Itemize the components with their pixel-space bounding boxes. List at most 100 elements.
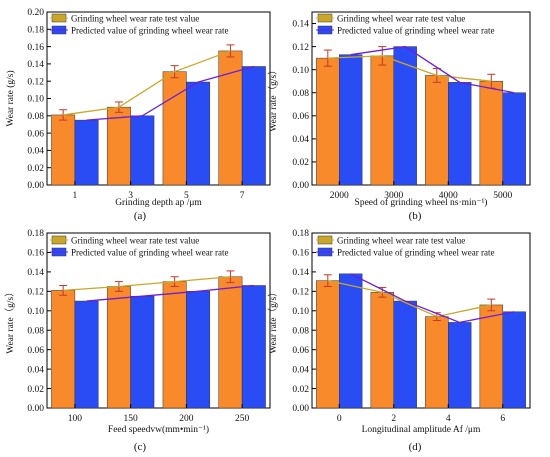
bar-measured <box>316 280 340 409</box>
y-tick-label: 0.08 <box>292 326 309 336</box>
x-axis-label: Feed speedvw(mm•min⁻¹) <box>108 424 209 435</box>
y-tick-label: 0.20 <box>27 8 44 18</box>
bar-measured <box>370 292 394 409</box>
panel-label: (c) <box>134 441 147 453</box>
y-tick-label: 0.02 <box>292 158 309 168</box>
plot-frame <box>311 11 531 186</box>
chart-panel-3: 0.00 0.02 0.04 0.06 0.08 0.10 0.12 0.14 0.16 0.18… <box>4 229 271 453</box>
legend-label-predicted: Predicted value of grinding wheel wear r… <box>71 26 228 36</box>
x-tick-label: 2 <box>391 414 396 424</box>
legend: Grinding wheel wear rate test value Predi… <box>50 14 228 36</box>
y-axis-label: Wear rate（g/s） <box>267 65 279 132</box>
legend-label-predicted: Predicted value of grinding wheel wear r… <box>337 248 494 258</box>
y-tick-label: 0.12 <box>292 43 309 53</box>
bar-measured <box>218 276 243 409</box>
bar-measured <box>370 55 394 186</box>
bar-measured <box>479 304 503 409</box>
bar-predicted <box>448 82 472 186</box>
x-tick-label: 3000 <box>384 191 403 201</box>
y-tick-label: 0.10 <box>27 307 44 317</box>
y-tick-label: 0.06 <box>27 129 44 139</box>
bar-measured <box>162 281 187 409</box>
bar-measured <box>51 290 76 409</box>
x-tick-label: 250 <box>235 414 250 424</box>
y-tick-label: 0.00 <box>292 404 309 414</box>
y-tick-label: 0.04 <box>292 365 309 375</box>
y-tick-label: 0.10 <box>292 307 309 317</box>
y-axis-label: Wear rate（g/s） <box>267 287 279 354</box>
bar-measured <box>162 71 187 186</box>
y-tick-label: 0.14 <box>292 268 309 278</box>
y-tick-label: 0.14 <box>27 268 44 278</box>
legend-label-measured: Grinding wheel wear rate test value <box>71 14 199 24</box>
y-tick-label: 0.12 <box>292 288 309 298</box>
y-tick-label: 0.02 <box>27 385 44 395</box>
y-tick-label: 0.18 <box>292 229 309 239</box>
bar-measured <box>106 286 131 409</box>
y-tick-label: 0.08 <box>27 112 44 122</box>
bar-predicted <box>130 115 155 186</box>
y-tick-label: 0.02 <box>292 385 309 395</box>
y-tick-label: 0.14 <box>292 20 309 30</box>
x-tick-label: 7 <box>240 191 245 201</box>
y-tick-label: 0.16 <box>27 249 44 259</box>
panel-label: (b) <box>409 210 422 222</box>
panel-label: (a) <box>134 210 147 222</box>
bar-predicted <box>130 295 155 409</box>
y-tick-label: 0.16 <box>27 43 44 53</box>
legend-label-measured: Grinding wheel wear rate test value <box>71 236 199 246</box>
x-tick-label: 4000 <box>439 191 458 201</box>
legend: Grinding wheel wear rate test value Predi… <box>50 236 228 258</box>
y-tick-label: 0.12 <box>27 77 44 87</box>
legend-label-predicted: Predicted value of grinding wheel wear r… <box>337 26 494 36</box>
y-tick-label: 0.10 <box>27 95 44 105</box>
y-tick-label: 0.06 <box>292 346 309 356</box>
bar-predicted <box>502 311 526 409</box>
series-line-predicted <box>86 65 255 121</box>
series-line-predicted <box>350 45 515 94</box>
x-tick-label: 2000 <box>330 191 349 201</box>
series-line-measured <box>327 280 492 318</box>
chart-panel-4: 0.00 0.02 0.04 0.06 0.08 0.10 0.12 0.14 0.16 0.18… <box>267 229 531 453</box>
y-tick-label: 0.06 <box>292 112 309 122</box>
x-axis-label: Longitudinal amplitude Af /μm <box>362 424 481 435</box>
series-line-predicted <box>86 284 254 302</box>
bar-predicted <box>339 273 363 409</box>
bar-predicted <box>74 300 99 409</box>
y-tick-label: 0.02 <box>27 164 44 174</box>
x-tick-label: 1 <box>73 191 78 201</box>
y-tick-label: 0.16 <box>292 249 309 259</box>
y-tick-label: 0.12 <box>27 288 44 298</box>
y-tick-label: 0.08 <box>27 326 44 336</box>
x-tick-label: 200 <box>179 414 194 424</box>
x-axis-label: Grinding depth ap /μm <box>115 198 202 208</box>
x-axis-label: Speed of grinding wheel ns·min⁻¹) <box>355 197 488 208</box>
chart-panel-1: 0.00 0.02 0.04 0.06 0.08 0.10 0.12 0.14 0.16 0.18… <box>5 8 271 222</box>
y-tick-label: 0.04 <box>292 135 309 145</box>
x-tick-label: 150 <box>124 414 139 424</box>
y-tick-label: 0.04 <box>27 147 44 157</box>
plot-frame <box>311 232 531 409</box>
x-tick-label: 4 <box>446 414 451 424</box>
bar-predicted <box>339 54 363 186</box>
bar-predicted <box>241 285 266 409</box>
y-tick-label: 0.04 <box>27 365 44 375</box>
bar-measured <box>425 75 449 186</box>
bar-measured <box>425 316 449 409</box>
bar-predicted <box>448 322 472 409</box>
legend: Grinding wheel wear rate test value Predi… <box>316 236 494 258</box>
bar-measured <box>51 114 76 186</box>
x-tick-label: 3 <box>128 191 133 201</box>
legend-label-predicted: Predicted value of grinding wheel wear r… <box>71 248 228 258</box>
series-line-predicted <box>350 273 515 324</box>
y-tick-label: 0.00 <box>27 404 44 414</box>
bar-predicted <box>502 92 526 186</box>
y-tick-label: 0.00 <box>292 181 309 191</box>
x-tick-label: 5 <box>184 191 189 201</box>
series-line-measured <box>63 50 231 116</box>
bar-predicted <box>186 81 211 186</box>
bar-predicted <box>241 66 266 186</box>
y-tick-label: 0.18 <box>27 26 44 36</box>
panel-label: (d) <box>409 441 422 453</box>
y-axis-label: Wear rate（g/s） <box>4 287 16 354</box>
